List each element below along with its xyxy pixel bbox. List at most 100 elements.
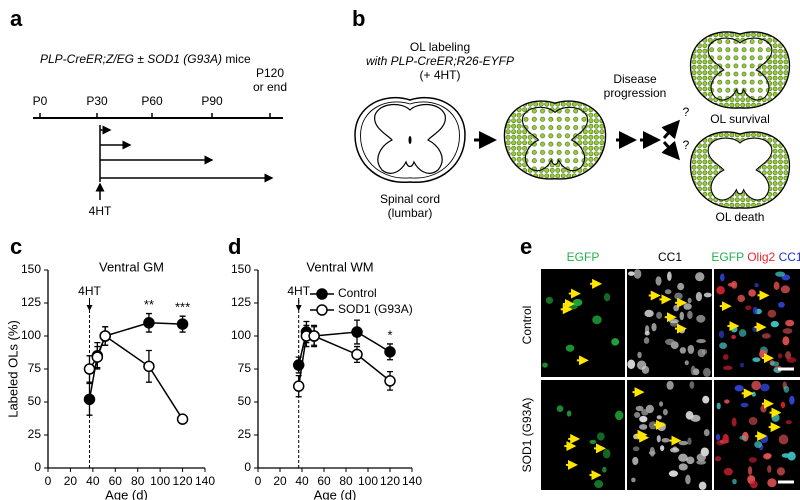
panel-label: c bbox=[10, 234, 22, 259]
question-mark: ? bbox=[683, 138, 690, 152]
cell bbox=[754, 440, 763, 449]
chart-title: Ventral WM bbox=[306, 259, 373, 274]
cell bbox=[747, 466, 753, 476]
y-tick-label: 100 bbox=[21, 328, 41, 342]
cell bbox=[686, 456, 695, 465]
x-tick-label: 140 bbox=[195, 474, 215, 488]
micrographs bbox=[541, 269, 800, 490]
cell bbox=[700, 447, 710, 457]
data-point bbox=[384, 346, 396, 358]
cell bbox=[656, 415, 662, 420]
y-tick-label: 125 bbox=[21, 295, 41, 309]
cell bbox=[754, 282, 759, 288]
panel-label: d bbox=[228, 234, 241, 259]
marker-label: 4HT bbox=[89, 204, 112, 218]
outcome-label: OL survival bbox=[710, 112, 770, 126]
cell bbox=[760, 404, 767, 413]
cell bbox=[782, 336, 790, 346]
cell bbox=[648, 421, 658, 430]
labeling-text: (+ 4HT) bbox=[419, 68, 460, 82]
cell bbox=[641, 409, 649, 416]
cell bbox=[678, 453, 688, 462]
x-tick-label: 80 bbox=[339, 474, 353, 488]
cell bbox=[719, 342, 728, 349]
treatment-arrows bbox=[95, 125, 274, 200]
cell bbox=[738, 329, 747, 337]
cell bbox=[748, 457, 757, 463]
cell bbox=[780, 285, 790, 294]
cell bbox=[695, 272, 705, 282]
question-mark: ? bbox=[683, 105, 690, 119]
timepoint-label: P60 bbox=[141, 94, 163, 108]
cell bbox=[566, 410, 572, 417]
cell bbox=[666, 380, 674, 390]
cell bbox=[641, 365, 650, 374]
cell bbox=[731, 417, 737, 427]
progression-text: progression bbox=[604, 86, 667, 100]
x-tick-label: 0 bbox=[45, 474, 52, 488]
series-line bbox=[88, 334, 184, 420]
cell bbox=[602, 448, 611, 459]
cell bbox=[672, 446, 678, 452]
data-point bbox=[83, 363, 96, 375]
treatment-label: 4HT bbox=[78, 284, 101, 298]
cell bbox=[777, 353, 783, 359]
cell bbox=[687, 344, 695, 354]
cell bbox=[597, 432, 605, 441]
x-tick-label: 100 bbox=[150, 474, 170, 488]
cell bbox=[679, 311, 685, 321]
cell bbox=[740, 402, 749, 408]
timepoint-label: P30 bbox=[86, 94, 108, 108]
cell bbox=[716, 402, 721, 410]
cell bbox=[696, 314, 706, 323]
data-point bbox=[176, 318, 189, 330]
y-tick-label: 50 bbox=[238, 394, 252, 408]
cell bbox=[683, 303, 692, 310]
cell bbox=[659, 445, 665, 451]
data-point bbox=[143, 360, 155, 373]
arrow bbox=[661, 119, 680, 140]
cell bbox=[690, 414, 701, 422]
cell bbox=[670, 341, 679, 350]
cell bbox=[751, 380, 762, 391]
y-tick-label: 25 bbox=[238, 427, 252, 441]
cell bbox=[556, 405, 564, 412]
cell bbox=[731, 280, 738, 289]
cell bbox=[679, 347, 687, 354]
data-point bbox=[176, 413, 189, 425]
x-tick-label: 140 bbox=[402, 474, 422, 488]
cell bbox=[734, 384, 744, 392]
cell bbox=[631, 477, 636, 483]
x-tick-label: 40 bbox=[86, 474, 100, 488]
x-tick-label: 80 bbox=[131, 474, 145, 488]
x-tick-label: 0 bbox=[255, 474, 262, 488]
cord-label: (lumbar) bbox=[388, 206, 433, 220]
cell bbox=[786, 357, 797, 363]
cell bbox=[761, 333, 771, 339]
cell bbox=[637, 351, 642, 359]
cell bbox=[739, 362, 745, 368]
cord-label: Spinal cord bbox=[380, 192, 440, 206]
x-tick-label: 120 bbox=[173, 474, 193, 488]
cell bbox=[737, 294, 746, 303]
cell bbox=[657, 422, 666, 432]
cell bbox=[703, 292, 712, 298]
header-part: EGFP bbox=[711, 250, 744, 264]
y-tick-label: 50 bbox=[28, 394, 42, 408]
cell bbox=[659, 401, 664, 407]
cell bbox=[785, 319, 795, 327]
cell bbox=[589, 439, 597, 444]
panel-label: b bbox=[352, 6, 365, 31]
legend-marker bbox=[316, 304, 328, 316]
cell bbox=[668, 318, 679, 324]
column-header: EGFP Olig2 CC1 bbox=[711, 250, 800, 264]
cell bbox=[545, 296, 554, 304]
cell bbox=[775, 271, 786, 277]
cell bbox=[771, 413, 780, 422]
cell bbox=[592, 315, 602, 325]
cell bbox=[602, 466, 607, 473]
cord-survival bbox=[689, 31, 791, 109]
